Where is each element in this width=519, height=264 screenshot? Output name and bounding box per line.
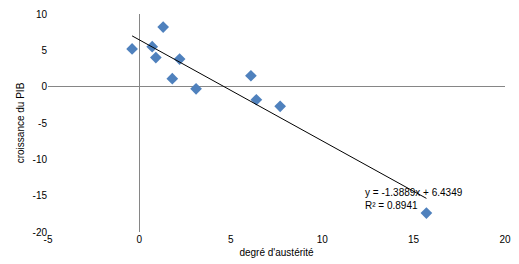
svg-text:-10: -10 — [33, 154, 48, 165]
svg-text:-20: -20 — [33, 227, 48, 238]
svg-text:-5: -5 — [44, 234, 53, 245]
svg-text:5: 5 — [41, 45, 47, 56]
svg-text:10: 10 — [36, 9, 48, 20]
svg-text:15: 15 — [408, 234, 420, 245]
svg-text:degré d'austérité: degré d'austérité — [239, 247, 314, 258]
svg-text:5: 5 — [228, 234, 234, 245]
svg-text:0: 0 — [137, 234, 143, 245]
svg-text:10: 10 — [317, 234, 329, 245]
svg-text:-15: -15 — [33, 190, 48, 201]
svg-text:croissance du PIB: croissance du PIB — [15, 82, 26, 163]
svg-text:0: 0 — [41, 81, 47, 92]
svg-text:-5: -5 — [38, 118, 47, 129]
svg-text:y = -1.3889x + 6.4349R² = 0.89: y = -1.3889x + 6.4349R² = 0.8941 — [365, 187, 463, 211]
svg-text:20: 20 — [499, 234, 511, 245]
